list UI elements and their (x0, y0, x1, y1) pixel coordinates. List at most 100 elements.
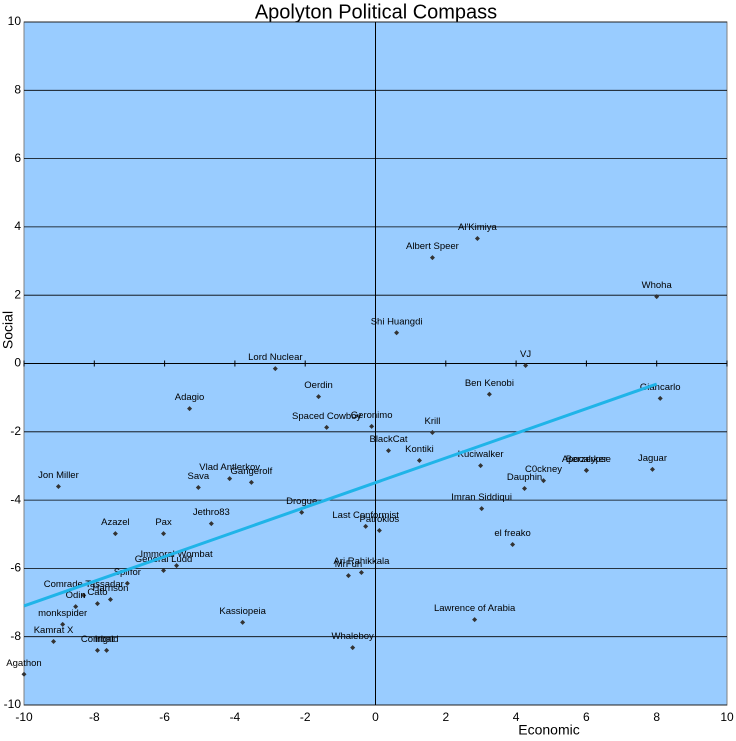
point (429, 255, 435, 261)
point-label: Pax (155, 517, 172, 528)
point (386, 448, 392, 454)
point (486, 391, 492, 397)
x-tick-label: 2 (442, 710, 449, 724)
point-label: Jon Miller (38, 470, 79, 481)
x-tick-label: 10 (720, 710, 734, 724)
point (161, 567, 167, 573)
point (94, 601, 100, 607)
point-label: Whoha (642, 280, 673, 291)
point-label: Last Conformist (332, 510, 399, 521)
point (60, 621, 66, 627)
point (94, 647, 100, 653)
point-label: Vlad Antlerkov (199, 462, 260, 473)
point (51, 638, 57, 644)
point-label: Geronimo (351, 410, 393, 421)
point-label: BlackCat (369, 434, 407, 445)
point (124, 580, 130, 586)
point-label: Imran Siddiqui (451, 492, 512, 503)
x-tick-label: -8 (89, 710, 100, 724)
point (394, 330, 400, 336)
y-tick-label: -4 (10, 492, 21, 506)
point (299, 509, 305, 515)
point (472, 617, 478, 623)
point-label: Immoral Wombat (140, 549, 213, 560)
point (649, 466, 655, 472)
chart-title: Apolyton Political Compass (255, 1, 497, 23)
point (104, 647, 110, 653)
point-label: Whaleboy (332, 631, 374, 642)
point (187, 406, 193, 412)
y-axis-label: Social (0, 311, 16, 349)
x-tick-label: -10 (15, 710, 33, 724)
point-label: Oerdin (304, 380, 333, 391)
point (369, 423, 375, 429)
y-tick-label: 4 (14, 219, 21, 233)
point-label: General Ludd (135, 554, 193, 565)
point (227, 476, 233, 482)
point (657, 395, 663, 401)
point-label: Azazel (101, 517, 130, 528)
x-axis-label: Economic (518, 722, 579, 738)
point-label: Apocalypse (562, 454, 611, 465)
point-label: Albert Speer (406, 241, 459, 252)
y-tick-label: -8 (10, 629, 21, 643)
point (416, 457, 422, 463)
point (324, 424, 330, 430)
point-label: Kuciwalker (458, 449, 504, 460)
point (363, 523, 369, 529)
point (510, 541, 516, 547)
point (240, 619, 246, 625)
x-tick-label: 8 (653, 710, 660, 724)
point-label: Combat (81, 634, 115, 645)
point-label: C0ckney (525, 464, 562, 475)
y-tick-label: 2 (14, 287, 21, 301)
x-tick-label: -4 (230, 710, 241, 724)
point-label: Giancarlo (640, 382, 681, 393)
point-label: el freako (494, 528, 530, 539)
point-label: Kamrat X (34, 625, 74, 636)
point (522, 485, 528, 491)
point-label: Al'Kimiya (458, 222, 497, 233)
point (21, 671, 27, 677)
point (316, 394, 322, 400)
point-label: Krill (425, 416, 441, 427)
x-tick-label: 0 (372, 710, 379, 724)
y-tick-label: -6 (10, 561, 21, 575)
point-label: MrFun (335, 559, 362, 570)
point-label: Jaguar (638, 453, 667, 464)
point-label: Agathon (6, 658, 41, 669)
point (583, 467, 589, 473)
point (55, 483, 61, 489)
point (474, 236, 480, 242)
point-label: Adagio (175, 392, 205, 403)
point (429, 429, 435, 435)
point-label: Lord Nuclear (248, 352, 302, 363)
point-label: Drogue (286, 496, 317, 507)
point (272, 366, 278, 372)
point (174, 563, 180, 569)
y-tick-label: -2 (10, 424, 21, 438)
point (523, 363, 529, 369)
point-label: Ben Kenobi (465, 378, 514, 389)
point (195, 484, 201, 490)
x-tick-label: -6 (159, 710, 170, 724)
point-label: Odin (66, 590, 86, 601)
point (541, 478, 547, 484)
point (248, 479, 254, 485)
x-tick-label: 6 (583, 710, 590, 724)
point (161, 531, 167, 537)
point-label: Ingrid (95, 634, 119, 645)
y-tick-label: 0 (14, 356, 21, 370)
point (479, 506, 485, 512)
point-label: Shi Huangdi (371, 316, 423, 327)
point-label: Jethro83 (193, 507, 230, 518)
point (350, 645, 356, 651)
x-tick-label: -2 (300, 710, 311, 724)
point (345, 573, 351, 579)
y-tick-label: 6 (14, 151, 21, 165)
point (654, 294, 660, 300)
y-tick-label: 10 (8, 14, 22, 28)
point-label: Kassiopeia (219, 606, 266, 617)
point-label: Dauphin (507, 472, 542, 483)
